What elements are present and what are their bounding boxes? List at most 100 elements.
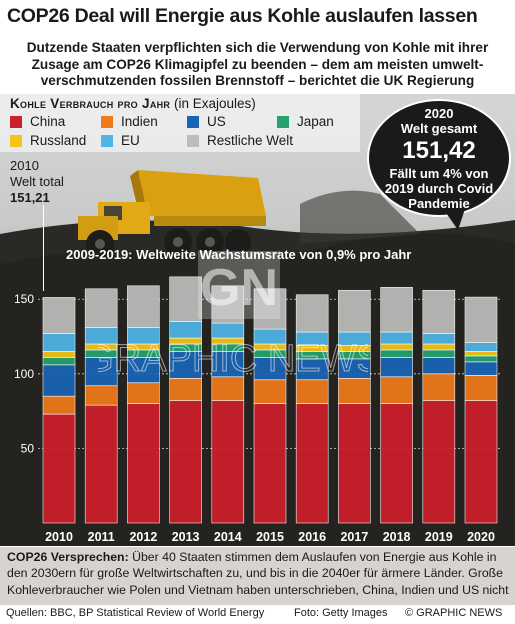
bar-segment	[464, 400, 498, 524]
bar-segment	[84, 404, 118, 524]
bar-segment	[253, 357, 287, 381]
legend-swatch	[187, 135, 199, 147]
subtitle: Dutzende Staaten verpflichten sich die V…	[6, 40, 509, 90]
bar-segment	[84, 288, 118, 328]
callout-note: Pandemie	[408, 196, 470, 211]
x-tick-label: 2014	[214, 530, 242, 544]
bar-segment	[127, 343, 160, 351]
bar-segment	[338, 289, 371, 333]
bar-segment	[127, 357, 160, 384]
bottom-note-panel	[0, 547, 515, 605]
bar-segment	[338, 377, 371, 404]
bar-segment	[42, 357, 76, 366]
bar-segment	[422, 289, 456, 334]
legend-swatch	[101, 135, 113, 147]
annotation-year: 2010	[10, 158, 39, 173]
bar-segment	[253, 328, 287, 345]
bar-segment	[211, 343, 245, 352]
bar-segment	[211, 285, 245, 324]
callout-text: 2020 Welt gesamt 151,42 Fällt um 4% von …	[366, 106, 512, 211]
bar-segment	[295, 351, 329, 360]
bar-segment	[338, 403, 371, 524]
bar-segment	[380, 357, 413, 378]
x-tick-label: 2010	[45, 530, 73, 544]
bar-segment	[464, 361, 498, 376]
bar-segment	[169, 400, 202, 524]
bar-segment	[127, 382, 160, 404]
x-tick-label: 2018	[383, 530, 411, 544]
callout-value: 151,42	[402, 137, 476, 164]
bar-segment	[127, 285, 160, 328]
bar-segment	[464, 342, 498, 352]
page-title: COP26 Deal will Energie aus Kohle auslau…	[7, 5, 478, 27]
bar-segment	[338, 351, 371, 360]
bar-segment	[42, 395, 76, 415]
bar-segment	[253, 379, 287, 404]
x-tick-label: 2011	[88, 530, 115, 544]
bar-segment	[84, 385, 118, 406]
bar-segment	[253, 343, 287, 351]
x-tick-label: 2013	[172, 530, 200, 544]
bar-segment	[295, 331, 329, 346]
bar-segment	[169, 276, 202, 322]
bar-segment	[84, 357, 118, 387]
annotation-label: Welt total	[10, 174, 64, 189]
bar-segment	[380, 376, 413, 404]
bar-segment	[169, 351, 202, 379]
bar-segment	[464, 355, 498, 363]
x-tick-label: 2017	[340, 530, 368, 544]
footer-photo-credit: Foto: Getty Images	[294, 607, 388, 619]
callout-note: 2019 durch Covid	[384, 181, 494, 196]
bar-segment	[253, 403, 287, 524]
x-tick-label: 2016	[298, 530, 326, 544]
bar-segment	[464, 296, 498, 343]
legend-title-text: Kohle Verbrauch pro Jahr	[10, 96, 171, 111]
bar-segment	[211, 376, 245, 401]
legend-label: Russland	[30, 133, 87, 148]
subtitle-line: Dutzende Staaten verpflichten sich die V…	[26, 40, 489, 55]
legend-panel	[0, 94, 360, 152]
callout-year: 2020	[424, 106, 454, 121]
bar-segment	[422, 343, 456, 351]
bar-segment	[380, 349, 413, 358]
bar-segment	[211, 351, 245, 378]
bar-segment	[380, 343, 413, 351]
bar-segment	[127, 349, 160, 358]
bottom-note: COP26 Versprechen: Über 40 Staaten stimm…	[7, 549, 510, 598]
legend-swatch	[10, 135, 22, 147]
legend-title: Kohle Verbrauch pro Jahr (in Exajoules)	[10, 96, 256, 111]
legend-label: China	[30, 114, 66, 129]
legend-unit: (in Exajoules)	[170, 96, 256, 111]
bar-segment	[422, 333, 456, 345]
bar-segment	[211, 337, 245, 345]
bar-segment	[380, 331, 413, 345]
bar-segment	[42, 333, 76, 352]
bar-segment	[422, 357, 456, 375]
bar-segment	[42, 351, 76, 358]
legend-swatch	[10, 116, 22, 128]
y-tick-label: 50	[21, 441, 35, 455]
bottom-note-title: COP26 Versprechen:	[7, 550, 129, 564]
bar-segment	[380, 286, 413, 333]
bar-segment	[253, 288, 287, 330]
x-tick-label: 2019	[425, 530, 453, 544]
bar-segment	[295, 345, 329, 352]
legend-label: Restliche Welt	[207, 133, 294, 148]
bar-segment	[169, 343, 202, 352]
bar-segment	[338, 345, 371, 352]
bar-segment	[42, 297, 76, 334]
bar-segment	[42, 413, 76, 524]
growth-note: 2009-2019: Weltweite Wachstumsrate von 0…	[66, 247, 412, 262]
bottom-note-text: Über 40 Staaten stimmen dem Auslaufen vo…	[7, 550, 509, 597]
bar-segment	[295, 379, 329, 404]
bar-segment	[338, 331, 371, 346]
bar-segment	[169, 337, 202, 345]
legend-label: EU	[121, 133, 140, 148]
subtitle-line: verschmutzenden fossilen Brennstoff – be…	[40, 73, 475, 88]
y-tick-label: 150	[14, 292, 34, 306]
bar-segment	[169, 321, 202, 339]
bar-segment	[84, 349, 118, 358]
callout-label: Welt gesamt	[400, 121, 478, 136]
bar-segment	[338, 358, 371, 379]
bar-segment	[84, 343, 118, 351]
